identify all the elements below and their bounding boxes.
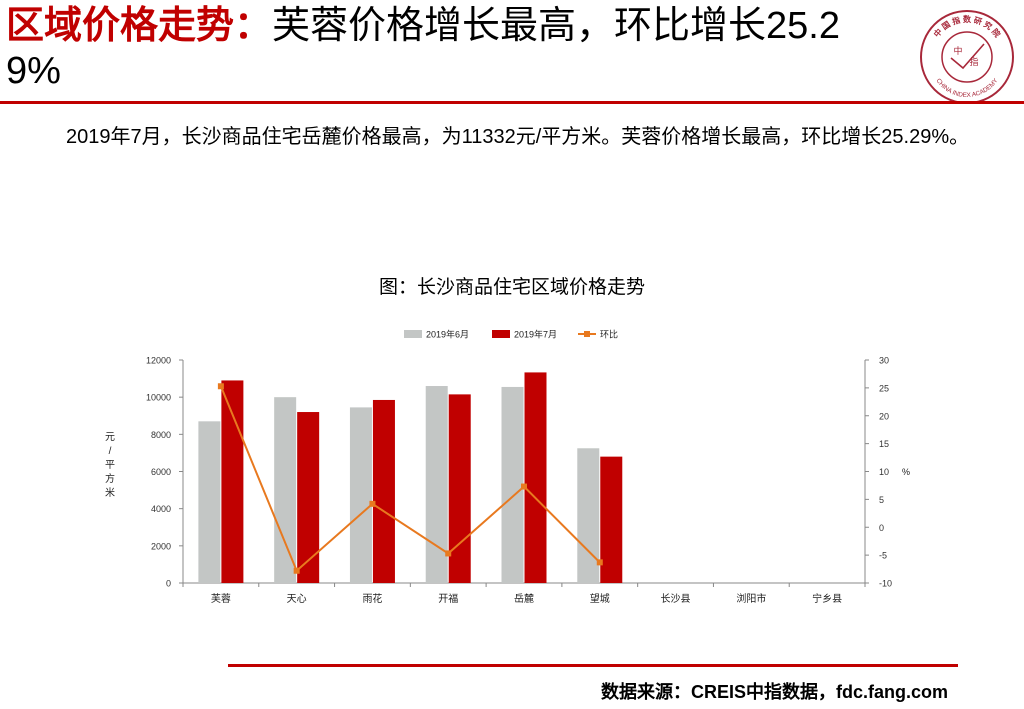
bar-july [221, 380, 244, 583]
slide-title-rest: 芙蓉价格增长最高，环比增长25.29% [6, 5, 840, 92]
y-tick-label-right: 30 [879, 356, 889, 366]
header-divider [0, 101, 1024, 104]
y-tick-label-right: 0 [879, 523, 884, 533]
logo-center-text-2: 指 [969, 56, 978, 67]
y2-axis-label: % [902, 467, 910, 477]
bar-july [524, 372, 547, 583]
mom-point [217, 383, 224, 390]
y-tick-label-left: 10000 [146, 393, 171, 403]
legend-label: 2019年7月 [514, 329, 557, 340]
x-tick-label: 宁乡县 [812, 592, 842, 605]
mom-point [293, 567, 300, 574]
legend-label: 环比 [600, 329, 618, 340]
bar-july [448, 394, 471, 583]
mom-point [369, 500, 376, 507]
logo-center-text: 中 [953, 45, 962, 56]
y-tick-label-right: 5 [879, 495, 884, 505]
y-tick-label-left: 12000 [146, 356, 171, 366]
bar-june [349, 407, 372, 583]
x-tick-label: 雨花 [362, 592, 382, 605]
chart-title: 图：长沙商品住宅区域价格走势 [378, 277, 645, 298]
y-tick-label-right: 10 [879, 467, 889, 477]
y-tick-label-right: 25 [879, 383, 889, 393]
mom-point [521, 483, 527, 490]
y-tick-label-right: 20 [879, 411, 889, 421]
mom-point [445, 550, 452, 557]
mom-line [219, 385, 601, 573]
bar-june [274, 397, 297, 583]
y-tick-label-left: 4000 [151, 504, 171, 514]
legend-swatch [492, 330, 510, 338]
data-source: 数据来源：CREIS中指数据，fdc.fang.com [600, 682, 948, 702]
x-tick-label: 芙蓉 [211, 592, 231, 605]
y-tick-label-left: 6000 [151, 467, 171, 477]
mom-point [596, 559, 603, 566]
x-tick-label: 望城 [590, 592, 610, 605]
x-tick-label: 开福 [438, 592, 458, 605]
slide-title: 区域价格走势：芙蓉价格增长最高，环比增长25.29% [6, 4, 886, 94]
legend-swatch [404, 330, 422, 338]
legend-swatch-marker [584, 331, 590, 337]
bar-july [297, 412, 320, 583]
footer-divider [228, 664, 958, 667]
y-tick-label-right: -5 [879, 551, 887, 561]
slide-title-accent: 区域价格走势： [6, 5, 273, 47]
bar-june [198, 421, 221, 583]
x-tick-label: 浏阳市 [736, 592, 766, 605]
bar-june [501, 386, 524, 583]
china-index-academy-logo: 中 国 指 数 研 究 院 CHINA INDEX ACADEMY 中 指 [920, 10, 1014, 104]
legend-label: 2019年6月 [426, 329, 469, 340]
y-axis-label: 元/平方米 [105, 432, 115, 499]
x-tick-label: 长沙县 [661, 593, 691, 605]
y-tick-label-left: 0 [166, 579, 171, 589]
x-tick-label: 天心 [287, 593, 307, 605]
logo-check-mark [950, 43, 985, 70]
y-tick-label-right: 15 [879, 439, 889, 449]
x-tick-label: 岳麓 [514, 592, 534, 605]
bar-june [425, 386, 448, 583]
y-tick-label-left: 2000 [151, 541, 171, 551]
bar-july [600, 456, 623, 583]
y-tick-label-left: 8000 [151, 430, 171, 440]
y-tick-label-right: -10 [879, 579, 892, 589]
summary-paragraph: 2019年7月，长沙商品住宅岳麓价格最高，为11332元/平方米。芙蓉价格增长最… [66, 126, 970, 148]
bar-july [372, 399, 395, 583]
bar-june [577, 448, 600, 583]
